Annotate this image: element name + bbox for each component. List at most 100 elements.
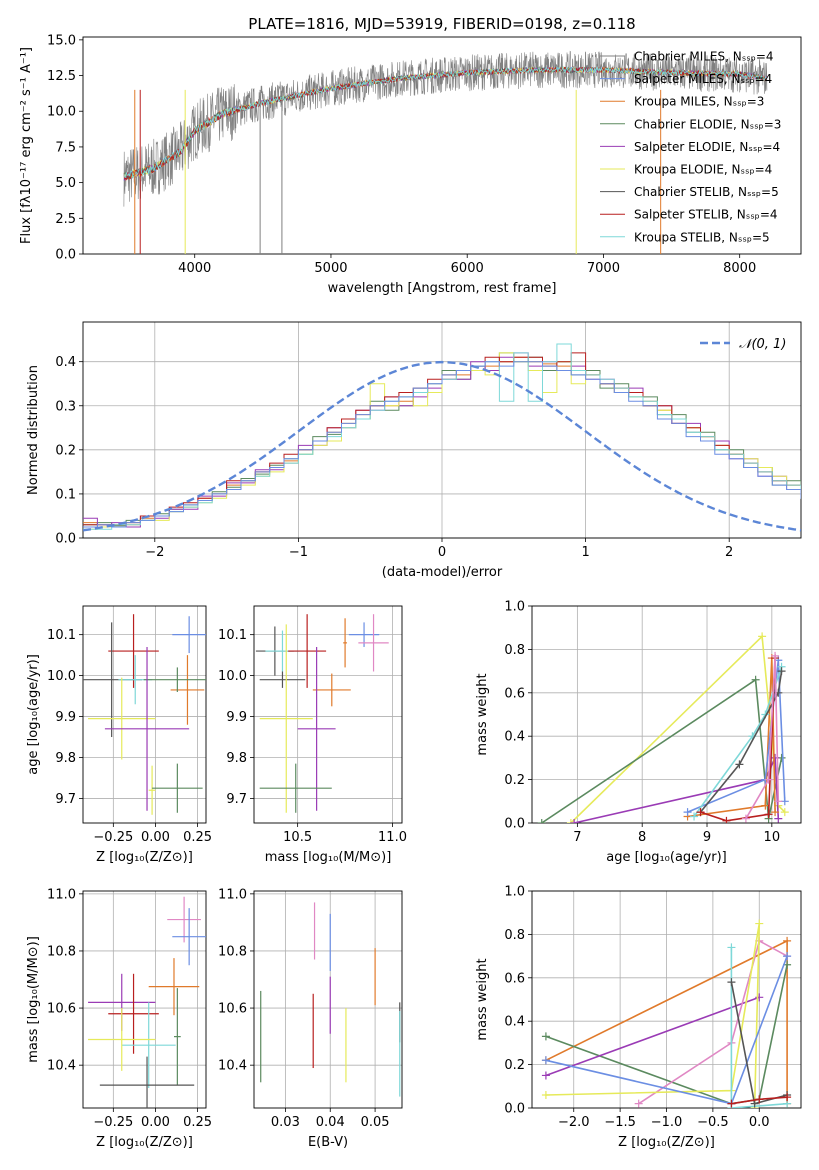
Z-weight-plot-area [541, 919, 792, 1108]
mass-age-ytick-label: 10.0 [218, 669, 247, 684]
Z-mass-xtick-label: 0.25 [183, 1115, 212, 1130]
Z-age-xlabel: Z [log₁₀(Z/Z⊙)] [96, 850, 193, 865]
residuals-ytick-label: 0.2 [55, 443, 76, 458]
Z-weight-xtick-label: −1.0 [651, 1115, 683, 1130]
Z-weight-ytick-label: 0.2 [504, 1058, 525, 1073]
legend-label: Kroupa MILES, Nₛₛₚ=3 [634, 95, 764, 109]
mass-age-axes: 10.5 11.0 9.7 9.8 9.9 10.0 10.1 mass [log₁₀(M/M… [218, 605, 407, 865]
spectrum-xtick-label: 6000 [451, 261, 484, 276]
Z-weight-ytick-label: 0.0 [504, 1102, 525, 1117]
age-weight-weight-marker [735, 760, 744, 769]
spectrum-series [123, 50, 768, 207]
mass-age-frame [253, 605, 403, 824]
age-weight-weight-marker [741, 814, 750, 823]
EBV-mass-frame [253, 890, 403, 1109]
age-weight-ytick-label: 0.8 [504, 643, 525, 658]
age-weight-xtick-label: 10 [764, 830, 781, 845]
age-weight-weight-marker [537, 819, 546, 823]
age-weight-weight-marker [683, 808, 692, 817]
Z-weight-ytick-label: 0.6 [504, 971, 525, 986]
Z-age-ytick-label: 9.9 [55, 710, 76, 725]
age-weight-weight-marker [751, 675, 760, 684]
age-weight-weight-marker [771, 808, 780, 817]
Z-weight-weight-marker [727, 943, 736, 952]
Z-weight-xtick-label: −2.0 [558, 1115, 590, 1130]
age-weight-weight-marker [696, 808, 705, 817]
residuals-ylabel: Normed distribution [26, 365, 41, 495]
age-weight-weight-marker [764, 775, 773, 784]
Z-weight-xlabel: Z [log₁₀(Z/Z⊙)] [618, 1135, 715, 1150]
legend-label: Chabrier STELIB, Nₛₛₚ=5 [634, 185, 779, 199]
EBV-mass-ytick-label: 11.0 [218, 887, 247, 902]
residuals-xtick-label: 0 [438, 545, 446, 560]
Z-age-axes: −0.25 0.00 0.25 9.7 9.8 9.9 10.0 10.1 Z [log₁₀(Z… [26, 605, 212, 865]
Z-mass-xtick-label: −0.25 [93, 1115, 133, 1130]
age-weight-axes: 7 8 9 10 0.0 0.2 0.4 0.6 0.8 1.0 age [log₁₀(age/yr… [475, 600, 802, 865]
Z-weight-weight-marker [541, 1090, 550, 1099]
Z-mass-xtick-label: 0.00 [141, 1115, 170, 1130]
age-weight-weight-marker [771, 651, 780, 660]
Z-age-xtick-label: 0.00 [141, 830, 170, 845]
Z-weight-weight-marker [727, 1099, 736, 1108]
age-weight-weight-marker [566, 819, 575, 823]
Z-weight-weight-marker [755, 993, 764, 1002]
spectrum-axes: 4000 5000 6000 7000 8000 0.0 2.5 5.0 7.5 10.0 12.5… [19, 33, 802, 296]
age-weight-ytick-label: 0.2 [504, 773, 525, 788]
age-weight-weight-marker [570, 819, 579, 823]
mass-age-plot-area [255, 614, 389, 813]
EBV-mass-xtick-label: 0.05 [361, 1115, 390, 1130]
spectrum-frame [82, 36, 802, 255]
age-weight-weight-marker [758, 632, 767, 641]
spectrum-ytick-label: 12.5 [47, 69, 76, 84]
age-weight-weight-marker [774, 797, 783, 806]
legend-label: Salpeter ELODIE, Nₛₛₚ=4 [634, 140, 780, 154]
mass-age-ytick-label: 9.7 [226, 792, 247, 807]
age-weight-ylabel: mass weight [475, 673, 490, 755]
Z-age-ylabel: age [log₁₀(age/yr)] [26, 654, 41, 775]
mass-age-ytick-label: 10.1 [218, 628, 247, 643]
mass-age-ytick-label: 9.9 [226, 710, 247, 725]
Z-age-ytick-label: 10.1 [47, 628, 76, 643]
mass-age-xtick-label: 11.0 [378, 830, 407, 845]
Z-weight-weight-line [638, 939, 788, 1105]
Z-mass-ylabel: mass [log₁₀(M/M⊙)] [26, 936, 41, 1063]
Z-weight-axes: −2.0 −1.5 −1.0 −0.5 0.0 0.0 0.2 0.4 0.6 0.8 1.0 Z [… [475, 885, 802, 1150]
age-weight-ytick-label: 0.4 [504, 730, 525, 745]
EBV-mass-xlabel: E(B-V) [308, 1135, 348, 1150]
residuals-xtick-label: −1 [289, 545, 308, 560]
age-weight-weight-marker [774, 814, 783, 823]
age-weight-weight-line [570, 634, 786, 823]
age-weight-ytick-label: 0.6 [504, 686, 525, 701]
spectrum-xtick-label: 8000 [723, 261, 756, 276]
age-weight-frame [531, 605, 802, 824]
Z-weight-weight-marker [755, 1095, 764, 1104]
EBV-mass-ytick-label: 10.8 [218, 944, 247, 959]
Z-age-ytick-label: 9.8 [55, 751, 76, 766]
Z-weight-ytick-label: 1.0 [504, 885, 525, 900]
residual-histogram [83, 361, 801, 528]
Z-mass-ytick-label: 10.8 [47, 944, 76, 959]
residuals-plot-area [83, 343, 801, 532]
Z-age-xtick-label: 0.25 [183, 830, 212, 845]
age-weight-weight-marker [777, 667, 786, 676]
gaussian-curve [83, 360, 801, 532]
residuals-xtick-label: 2 [725, 545, 733, 560]
Z-mass-ytick-label: 10.6 [47, 1002, 76, 1017]
Z-weight-weight-marker [755, 919, 764, 928]
residual-histogram [83, 343, 801, 530]
Z-weight-weight-marker [750, 1099, 759, 1108]
Z-weight-ylabel: mass weight [475, 958, 490, 1040]
Z-mass-frame [82, 890, 207, 1109]
age-weight-weight-line [700, 658, 776, 822]
residuals-ytick-label: 0.0 [55, 532, 76, 547]
Z-mass-plot-area [88, 896, 206, 1108]
residuals-frame [82, 321, 802, 539]
spectrum-series [123, 66, 767, 179]
age-weight-weight-line [745, 655, 780, 820]
age-weight-weight-marker [780, 808, 789, 817]
age-weight-ytick-label: 1.0 [504, 600, 525, 615]
Z-age-ytick-label: 10.0 [47, 669, 76, 684]
EBV-mass-axes: 0.03 0.04 0.05 10.4 10.6 10.8 11.0 E(B-V) [218, 887, 403, 1150]
legend-label: Chabrier ELODIE, Nₛₛₚ=3 [634, 117, 781, 131]
